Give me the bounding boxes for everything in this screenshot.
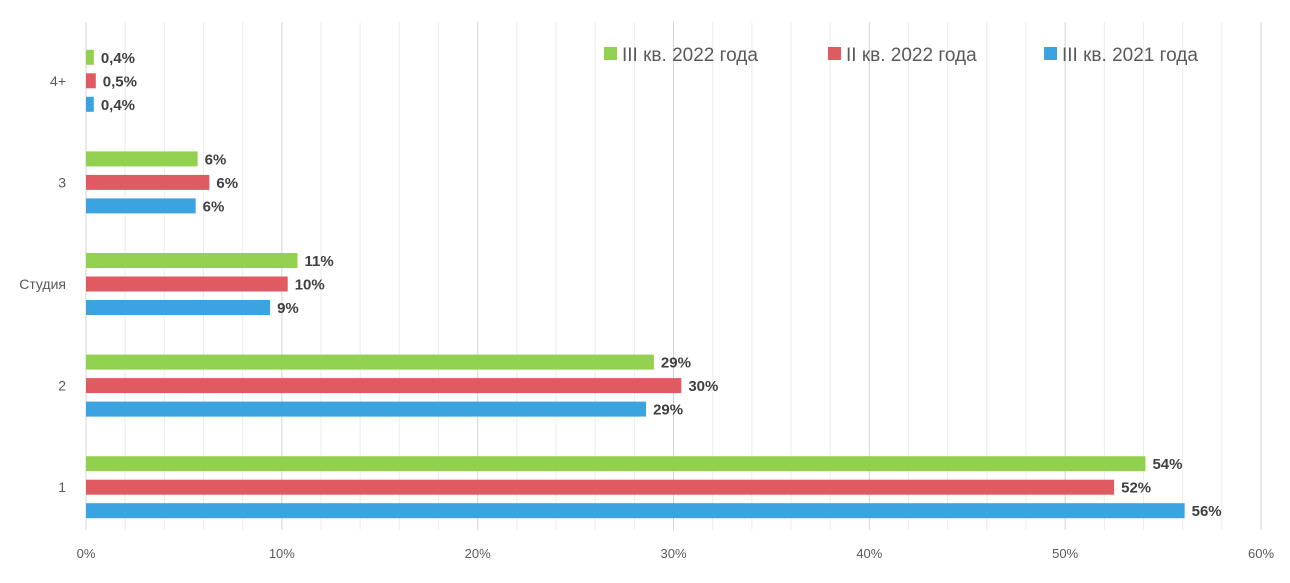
- x-tick-labels: 0% 10% 20% 30% 40% 50% 60%: [77, 546, 1275, 561]
- x-tick-label: 40%: [856, 546, 882, 561]
- x-tick-label: 30%: [660, 546, 686, 561]
- data-label: 29%: [661, 355, 691, 372]
- legend-label: III кв. 2022 года: [622, 45, 758, 66]
- bar: [86, 378, 682, 394]
- x-tick-label: 50%: [1052, 546, 1078, 561]
- bar: [86, 300, 271, 315]
- data-label: 54%: [1152, 456, 1182, 473]
- data-label: 6%: [205, 151, 227, 168]
- data-label: 0,4%: [101, 50, 135, 67]
- gridlines: [85, 22, 1262, 530]
- legend: III кв. 2022 года II кв. 2022 года III кв.…: [604, 45, 1198, 66]
- data-label: 6%: [203, 198, 225, 215]
- bar: [86, 253, 298, 268]
- bar: [86, 479, 1115, 495]
- bar: [86, 174, 210, 190]
- data-label: 0,4%: [101, 97, 135, 114]
- data-label: 10%: [295, 277, 325, 294]
- x-tick-label: 0%: [77, 546, 96, 561]
- data-label: 52%: [1121, 480, 1151, 497]
- bar: [86, 503, 1185, 519]
- bar: [86, 73, 96, 89]
- data-label: 56%: [1192, 503, 1222, 520]
- data-label: 30%: [688, 378, 718, 395]
- data-label: 9%: [277, 300, 299, 317]
- data-label: 0,5%: [103, 73, 137, 90]
- data-label: 11%: [305, 253, 334, 270]
- bars: 54%52% 56% 29% 30% 29% 11% 10% 9% 6% 6% 6% 0,4% 0,5%…: [86, 49, 1222, 520]
- bar: [86, 456, 1146, 472]
- bar: [86, 96, 94, 112]
- data-label: 6%: [216, 175, 238, 192]
- category-label: Студия: [19, 276, 66, 292]
- bar: [86, 276, 288, 292]
- legend-swatch: [604, 47, 617, 60]
- bar: [86, 49, 94, 65]
- legend-swatch: [1044, 47, 1057, 60]
- category-label: 4+: [50, 73, 66, 89]
- bar: [86, 354, 654, 370]
- category-labels: 1 2 Студия 3 4+: [19, 73, 66, 495]
- data-label: 29%: [653, 402, 683, 419]
- category-label: 2: [58, 378, 66, 394]
- x-tick-label: 20%: [465, 546, 491, 561]
- x-tick-label: 10%: [269, 546, 295, 561]
- bar: [86, 198, 196, 214]
- bar: [86, 401, 647, 417]
- x-tick-label: 60%: [1248, 546, 1274, 561]
- category-label: 1: [58, 479, 66, 495]
- legend-swatch: [828, 47, 841, 60]
- category-label: 3: [58, 174, 66, 190]
- legend-label: III кв. 2021 года: [1062, 45, 1198, 66]
- legend-label: II кв. 2022 года: [846, 45, 977, 66]
- bar: [86, 151, 198, 167]
